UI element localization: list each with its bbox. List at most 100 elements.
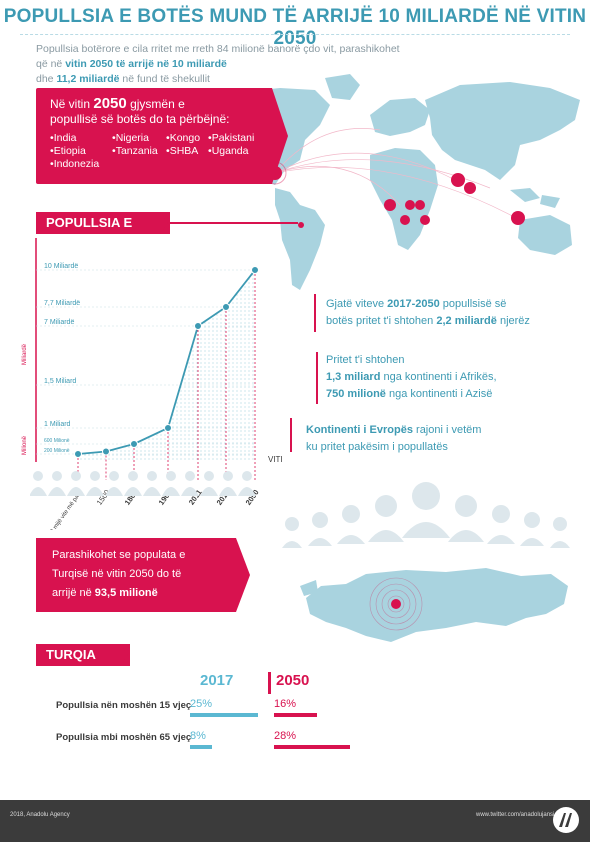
person-head	[147, 471, 157, 481]
stat2-line2-bold: 1,3 miliard	[326, 371, 381, 383]
anadolu-logo-icon	[553, 807, 579, 833]
chart-point	[194, 322, 202, 330]
turkey-section-label: TURQIA	[36, 644, 130, 666]
chart-area	[78, 270, 255, 462]
row-over65-2017: 8%	[190, 730, 206, 742]
year-divider	[268, 672, 271, 694]
y-tick-label: 7,7 Miliardë	[44, 300, 80, 307]
chart-point	[74, 450, 82, 458]
intro-line3-post: në fund të shekullit	[119, 73, 210, 85]
callout-arrow	[272, 88, 288, 184]
chart-vlines	[77, 270, 256, 480]
stat2-line3-post: nga kontinenti i Azisë	[385, 388, 493, 400]
stat3-line	[290, 418, 292, 452]
row-under15-2017: 25%	[190, 698, 213, 710]
marker-indonesia	[511, 211, 525, 225]
turkey-callout-line3-bold: 93,5 milionë	[94, 587, 158, 599]
person-head	[109, 471, 119, 481]
stat-1: Gjatë viteve 2017-2050 popullsisë së bot…	[326, 296, 586, 330]
turkey-callout-line3-pre: arrijë në	[52, 587, 95, 599]
country-item: Indonezia	[50, 158, 100, 171]
y-tick-label: 1,5 Miliard	[44, 378, 76, 385]
marker-uganda	[420, 215, 430, 225]
title-divider	[20, 34, 570, 35]
bar-over65-2050	[274, 745, 350, 749]
intro-line2-bold: vitin 2050 të arrijë në 10 miliardë	[65, 58, 227, 70]
turkey-shape	[306, 568, 568, 642]
y-tick-label: 200 Milionë	[44, 448, 70, 454]
footer-twitter-link[interactable]: www.twitter.com/anadolujansi	[476, 812, 555, 818]
row-over65-label: Popullsia mbi moshën 65 vjeç	[56, 732, 192, 743]
person-body	[48, 487, 66, 496]
crowd-large-icon	[282, 482, 570, 548]
person-body	[143, 487, 161, 496]
stat2-line2-post: nga kontinenti i Afrikës,	[380, 371, 497, 383]
callout-post: gjysmën e	[126, 97, 185, 111]
person-body	[30, 487, 47, 496]
person-head	[128, 471, 138, 481]
country-item: Pakistani	[208, 132, 255, 145]
person-body	[124, 487, 142, 496]
chart-point	[102, 447, 110, 456]
y-axis-upper-label: Miliardë	[22, 343, 28, 365]
turkey-callout-line1: Parashikohet se populata e	[52, 549, 186, 561]
page-title: POPULLSIA E BOTËS MUND TË ARRIJË 10 MILI…	[3, 6, 587, 49]
stat-3: Kontinenti i Evropës rajoni i vetëm ku p…	[306, 422, 586, 456]
turkey-map	[300, 568, 568, 642]
stat3-bold: Kontinenti i Evropës	[306, 424, 413, 436]
y-tick-label: 1 Miliard	[44, 421, 71, 428]
person-body	[238, 487, 256, 496]
intro-line3-pre: dhe	[36, 73, 57, 85]
country-item: Uganda	[208, 145, 254, 158]
person-body	[200, 487, 218, 496]
marker-congo	[400, 215, 410, 225]
person-head	[90, 471, 100, 481]
country-col-3: Kongo SHBA	[166, 132, 200, 158]
stat1-line	[314, 294, 316, 332]
chart-point	[164, 424, 172, 432]
person-head	[166, 471, 176, 481]
turkey-callout-line2: Turqisë në vitin 2050 do të	[52, 568, 182, 580]
stat-2: Pritet t'i shtohen 1,3 miliard nga konti…	[326, 352, 586, 403]
marker-tanzania	[415, 200, 425, 210]
row-over65-2050: 28%	[274, 730, 297, 742]
person-head	[242, 471, 252, 481]
chart-point	[130, 440, 138, 448]
bar-over65-2017	[190, 745, 212, 749]
x-axis-title: VITI	[268, 455, 283, 464]
year-2017: 2017	[200, 672, 234, 689]
turkey-callout: Parashikohet se populata e Turqisë në vi…	[36, 538, 236, 612]
country-item: Nigeria	[112, 132, 158, 145]
person-head	[223, 471, 233, 481]
bar-under15-2050	[274, 713, 318, 717]
y-tick-label: 7 Miliardë	[44, 319, 74, 326]
footer-bar	[0, 800, 590, 842]
chart-label-arrow	[160, 212, 168, 234]
stat2-line1: Pritet t'i shtohen	[326, 354, 405, 366]
person-head	[204, 471, 214, 481]
chart-points	[74, 266, 259, 458]
intro-line1: Popullsia botërore e cila rritet me rret…	[36, 43, 400, 55]
intro-line3-bold: 11,2 miliardë	[56, 73, 120, 85]
callout-box: Në vitin 2050 gjysmën e popullisë së bot…	[36, 88, 272, 184]
country-col-4: Pakistani Uganda	[208, 132, 255, 158]
country-col-1: India Etiopia Indonezia	[50, 132, 100, 171]
intro-line2-pre: që në	[36, 58, 66, 70]
callout-heading: Në vitin 2050 gjysmën e popullisë së bot…	[50, 96, 260, 127]
person-body	[105, 487, 123, 496]
chart-ticks: 200 Milionë 600 Milionë 1 Miliard 1,5 Milia…	[36, 263, 255, 455]
footer-copyright: 2018, Anadolu Agency	[10, 812, 70, 818]
person-head	[33, 471, 43, 481]
turkey-label-arrow	[120, 644, 128, 666]
marker-pakistan	[451, 173, 465, 187]
y-axis-lower-label: Milionë	[22, 435, 28, 455]
callout-year: 2050	[93, 95, 127, 112]
stat1-post: popullsisë së	[439, 298, 507, 310]
turkey-callout-arrow	[236, 538, 250, 612]
person-body	[162, 487, 180, 496]
person-body	[67, 487, 85, 496]
y-tick-label: 600 Milionë	[44, 438, 70, 444]
chart-label-line	[168, 222, 298, 224]
marker-ethiopia	[405, 200, 415, 210]
country-item: Kongo	[166, 132, 200, 145]
